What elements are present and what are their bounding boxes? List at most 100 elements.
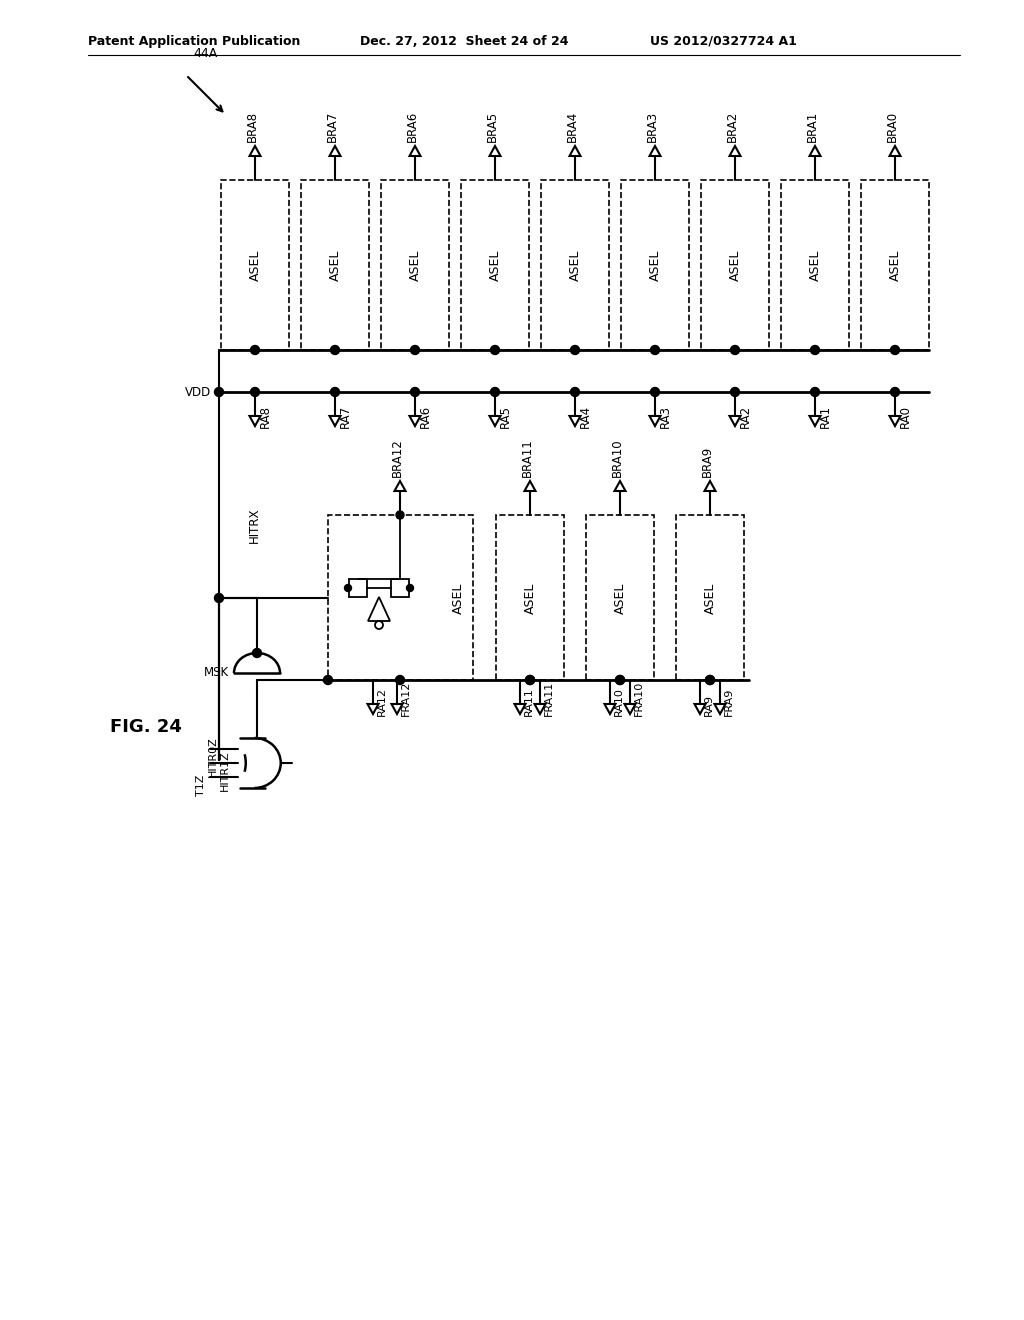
Circle shape	[331, 388, 340, 396]
Polygon shape	[569, 147, 581, 156]
Text: US 2012/0327724 A1: US 2012/0327724 A1	[650, 36, 797, 48]
Circle shape	[214, 388, 223, 396]
Circle shape	[730, 388, 739, 396]
Circle shape	[324, 676, 333, 685]
Circle shape	[706, 676, 715, 685]
Text: ASEL: ASEL	[452, 582, 465, 614]
Circle shape	[214, 594, 223, 602]
Polygon shape	[489, 416, 501, 426]
Text: RA12: RA12	[377, 686, 387, 715]
Circle shape	[650, 346, 659, 355]
Bar	[861, 180, 929, 350]
Text: BRA10: BRA10	[611, 438, 624, 477]
Text: BRA1: BRA1	[806, 111, 819, 143]
Circle shape	[891, 346, 899, 355]
Polygon shape	[625, 704, 636, 714]
Polygon shape	[410, 416, 421, 426]
Polygon shape	[410, 147, 421, 156]
Text: ASEL: ASEL	[703, 582, 717, 614]
Bar	[541, 180, 609, 350]
Polygon shape	[535, 704, 546, 714]
Text: ASEL: ASEL	[809, 249, 821, 281]
Polygon shape	[514, 704, 525, 714]
Text: BRA5: BRA5	[486, 111, 499, 143]
Polygon shape	[705, 480, 716, 491]
Text: FRA9: FRA9	[724, 688, 734, 715]
Bar	[586, 515, 654, 680]
Text: HITRX: HITRX	[248, 507, 261, 543]
Bar	[496, 515, 564, 680]
Text: RA1: RA1	[819, 405, 831, 428]
Text: RA4: RA4	[579, 405, 592, 428]
Text: ASEL: ASEL	[889, 249, 901, 281]
Circle shape	[490, 346, 500, 355]
Text: RA7: RA7	[339, 405, 352, 428]
Polygon shape	[330, 147, 341, 156]
Polygon shape	[394, 480, 406, 491]
Bar	[621, 180, 689, 350]
Circle shape	[251, 346, 259, 355]
Text: ASEL: ASEL	[568, 249, 582, 281]
Circle shape	[525, 676, 535, 685]
Text: FIG. 24: FIG. 24	[110, 718, 182, 737]
Circle shape	[253, 648, 261, 657]
Circle shape	[706, 676, 715, 685]
Bar	[328, 515, 473, 680]
Bar	[676, 515, 744, 680]
Circle shape	[730, 346, 739, 355]
Polygon shape	[890, 416, 900, 426]
Text: BRA6: BRA6	[406, 111, 419, 143]
Text: FRA10: FRA10	[634, 681, 644, 715]
Polygon shape	[250, 147, 260, 156]
Text: RA5: RA5	[499, 405, 512, 428]
Polygon shape	[368, 704, 379, 714]
Circle shape	[395, 676, 404, 685]
Polygon shape	[391, 704, 402, 714]
Polygon shape	[614, 480, 626, 491]
Text: HITR1Z: HITR1Z	[219, 751, 229, 792]
Text: ASEL: ASEL	[409, 249, 422, 281]
Circle shape	[650, 388, 659, 396]
Text: ASEL: ASEL	[249, 249, 261, 281]
Circle shape	[251, 388, 259, 396]
Polygon shape	[649, 416, 660, 426]
Text: ASEL: ASEL	[613, 582, 627, 614]
Text: Dec. 27, 2012  Sheet 24 of 24: Dec. 27, 2012 Sheet 24 of 24	[360, 36, 568, 48]
Polygon shape	[569, 416, 581, 426]
Text: FRA11: FRA11	[544, 681, 554, 715]
Text: T1Z: T1Z	[196, 775, 206, 796]
Circle shape	[615, 676, 625, 685]
Bar	[701, 180, 769, 350]
Circle shape	[407, 585, 414, 591]
Circle shape	[615, 676, 625, 685]
Text: RA0: RA0	[899, 405, 912, 428]
Text: BRA3: BRA3	[646, 111, 659, 143]
Text: BRA12: BRA12	[391, 438, 404, 477]
Text: Patent Application Publication: Patent Application Publication	[88, 36, 300, 48]
Polygon shape	[604, 704, 615, 714]
Bar	[301, 180, 369, 350]
Text: RA11: RA11	[524, 688, 534, 715]
Polygon shape	[694, 704, 706, 714]
Polygon shape	[250, 416, 260, 426]
Polygon shape	[489, 147, 501, 156]
Text: RA9: RA9	[705, 694, 714, 715]
Circle shape	[411, 346, 420, 355]
Polygon shape	[715, 704, 725, 714]
Polygon shape	[810, 416, 820, 426]
Polygon shape	[729, 147, 740, 156]
Bar	[381, 180, 449, 350]
Polygon shape	[810, 147, 820, 156]
Text: BRA8: BRA8	[246, 111, 259, 143]
Text: ASEL: ASEL	[488, 249, 502, 281]
Circle shape	[570, 388, 580, 396]
Bar	[461, 180, 529, 350]
Circle shape	[811, 346, 819, 355]
Circle shape	[490, 388, 500, 396]
Polygon shape	[524, 480, 536, 491]
Text: MSK: MSK	[204, 667, 229, 680]
Circle shape	[344, 585, 351, 591]
Circle shape	[396, 511, 404, 519]
Circle shape	[570, 346, 580, 355]
Bar	[349, 579, 367, 597]
